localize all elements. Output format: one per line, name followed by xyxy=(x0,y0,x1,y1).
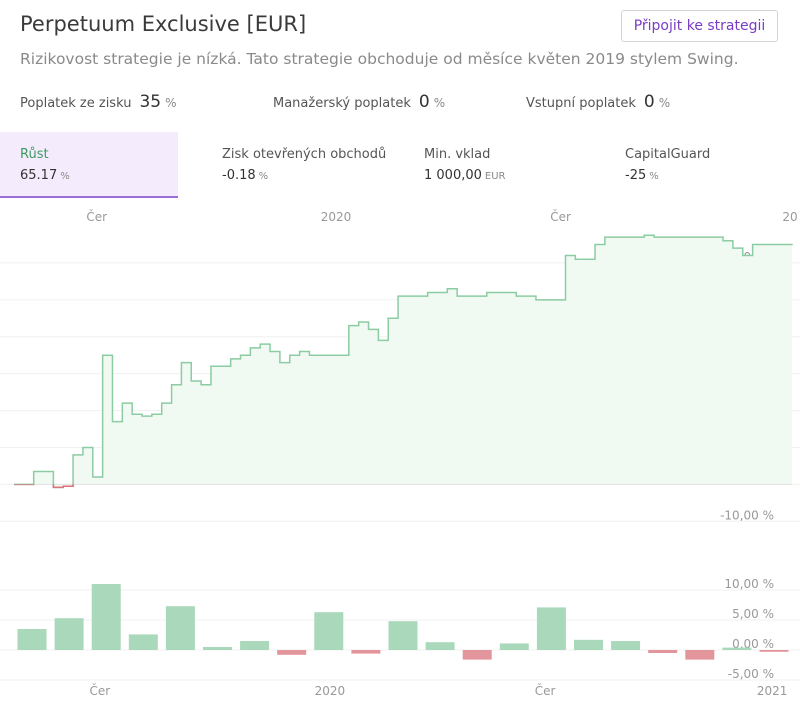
x-tick-label: 20 xyxy=(782,210,797,224)
y-tick-label: -10,00 % xyxy=(720,508,774,522)
x-tick-label: Čer xyxy=(86,209,107,224)
bar xyxy=(240,641,270,650)
bar xyxy=(165,606,195,650)
bar xyxy=(462,650,492,660)
bar xyxy=(17,629,47,650)
x-tick-label: 2020 xyxy=(315,684,346,698)
stat-unit: % xyxy=(649,171,659,182)
x-tick-label: 2021 xyxy=(757,684,788,698)
fee-unit: % xyxy=(165,96,177,110)
stat-value: 65.17 xyxy=(20,168,58,183)
subtitle: Rizikovost strategie je nízká. Tato stra… xyxy=(20,50,739,68)
bar xyxy=(203,647,232,650)
fee-label: Vstupní poplatek xyxy=(526,96,636,111)
bar xyxy=(611,641,641,650)
bar xyxy=(722,647,752,650)
stat-row: 65.17% xyxy=(20,168,178,183)
bar xyxy=(388,621,418,650)
area xyxy=(14,235,792,488)
fee: Poplatek ze zisku 35% xyxy=(20,92,177,112)
stat-unit: % xyxy=(60,171,70,182)
bar xyxy=(91,584,121,650)
stat-tab[interactable]: Růst 65.17% xyxy=(0,132,178,198)
bar xyxy=(536,607,566,650)
bar xyxy=(314,612,344,650)
fee-value: 35 xyxy=(139,92,162,112)
stat-value: 1 000,00 xyxy=(424,168,482,183)
y-tick-label: -5,00 % xyxy=(728,667,774,681)
stat-unit: % xyxy=(258,171,269,182)
fee-value: 0 xyxy=(418,92,430,112)
y-tick-label: 0,00 % xyxy=(732,637,774,651)
x-tick-label: Čer xyxy=(550,209,571,224)
stat-value: -25 xyxy=(625,168,647,183)
stat-row: 1 000,00 EUR xyxy=(424,168,582,183)
stat-row: -25% xyxy=(625,168,783,183)
bar xyxy=(425,642,455,650)
stat-label: Min. vklad xyxy=(424,147,491,162)
y-tick-label: 5,00 % xyxy=(732,607,774,621)
x-tick-label: Čer xyxy=(535,683,556,698)
fee: Vstupní poplatek 0% xyxy=(526,92,670,112)
bar xyxy=(499,643,529,650)
stat-tab[interactable]: Zisk otevřených obchodů -0.18% xyxy=(202,132,387,198)
stat-label: Zisk otevřených obchodů xyxy=(222,147,387,162)
title: Perpetuum Exclusive [EUR] xyxy=(20,12,307,36)
y-tick-label: 10,00 % xyxy=(724,577,774,591)
stat-value: -0.18 xyxy=(222,168,256,183)
bar xyxy=(759,650,789,652)
stat-label: Růst xyxy=(20,147,49,162)
fee-unit: % xyxy=(658,96,671,110)
bar xyxy=(54,618,84,650)
fee: Manažerský poplatek 0% xyxy=(273,92,445,112)
bar xyxy=(685,650,715,660)
stat-tab[interactable]: CapitalGuard -25% xyxy=(605,132,783,198)
fee-unit: % xyxy=(433,96,446,110)
line xyxy=(14,234,793,489)
fee-value: 0 xyxy=(643,92,655,112)
fee-label: Manažerský poplatek xyxy=(273,96,411,111)
bar xyxy=(574,639,603,650)
bar xyxy=(277,650,307,655)
fee-label: Poplatek ze zisku xyxy=(20,96,132,111)
join-button[interactable]: Připojit ke strategii xyxy=(621,10,778,42)
stat-row: -0.18% xyxy=(222,168,380,183)
stat-unit: EUR xyxy=(484,171,506,182)
stat-label: CapitalGuard xyxy=(625,147,711,162)
bar xyxy=(128,634,158,650)
bar xyxy=(351,650,381,654)
x-tick-label: Čer xyxy=(90,683,111,698)
stat-tab[interactable]: Min. vklad 1 000,00 EUR xyxy=(404,132,582,198)
bar xyxy=(648,650,678,653)
x-tick-label: 2020 xyxy=(321,210,352,224)
